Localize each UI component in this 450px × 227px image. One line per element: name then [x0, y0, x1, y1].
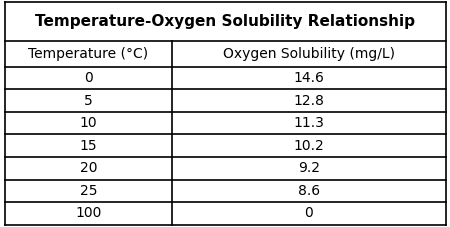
Text: Temperature-Oxygen Solubility Relationship: Temperature-Oxygen Solubility Relationsh… — [35, 14, 415, 29]
Text: 5: 5 — [84, 94, 93, 108]
Text: 9.2: 9.2 — [298, 161, 320, 175]
Text: Temperature (°C): Temperature (°C) — [28, 47, 148, 61]
Text: 25: 25 — [80, 184, 97, 198]
Text: 10: 10 — [80, 116, 97, 130]
Text: 0: 0 — [84, 71, 93, 85]
Text: 100: 100 — [75, 206, 102, 220]
Text: 12.8: 12.8 — [293, 94, 324, 108]
Text: 20: 20 — [80, 161, 97, 175]
Text: 11.3: 11.3 — [293, 116, 324, 130]
Text: 10.2: 10.2 — [293, 139, 324, 153]
Text: Oxygen Solubility (mg/L): Oxygen Solubility (mg/L) — [223, 47, 395, 61]
Text: 14.6: 14.6 — [293, 71, 324, 85]
Text: 15: 15 — [80, 139, 97, 153]
Text: 8.6: 8.6 — [298, 184, 320, 198]
Text: 0: 0 — [304, 206, 313, 220]
